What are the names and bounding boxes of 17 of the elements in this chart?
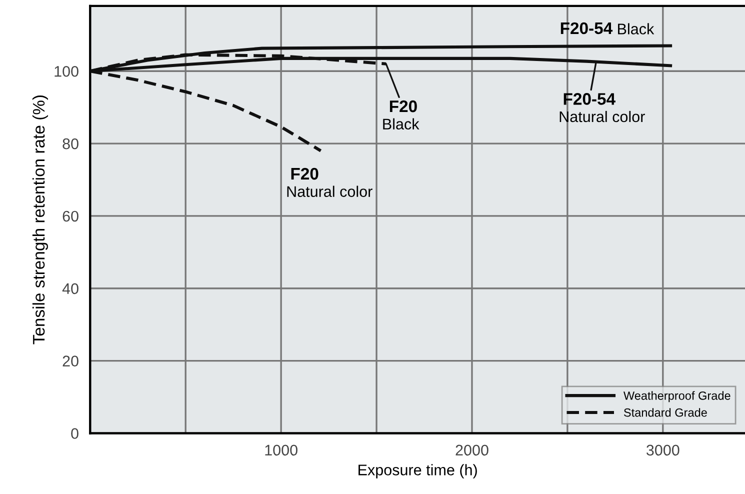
- y-tick-label: 60: [62, 210, 78, 222]
- x-tick-label: 2000: [456, 444, 488, 456]
- y-tick-label: 80: [62, 138, 78, 150]
- legend-label: Weatherproof Grade: [623, 391, 730, 402]
- x-tick-label: 3000: [646, 444, 680, 456]
- annotation: F20 Natural color: [287, 168, 372, 197]
- legend-label: Standard Grade: [624, 408, 707, 417]
- y-tick-label: 20: [62, 356, 78, 366]
- annotation: F20-54 Natural color: [560, 93, 645, 122]
- annotation: F20 Black: [383, 100, 420, 130]
- y-axis-title: Tensile strength retention rate (%): [32, 96, 48, 344]
- y-tick-label: 0: [71, 428, 78, 439]
- y-tick-label: 40: [62, 283, 78, 294]
- x-tick-label: 1000: [265, 444, 298, 456]
- y-tick-label: 100: [54, 66, 78, 77]
- annotation: F20-54 Black: [560, 22, 654, 34]
- x-axis-title: Exposure time (h): [358, 464, 477, 478]
